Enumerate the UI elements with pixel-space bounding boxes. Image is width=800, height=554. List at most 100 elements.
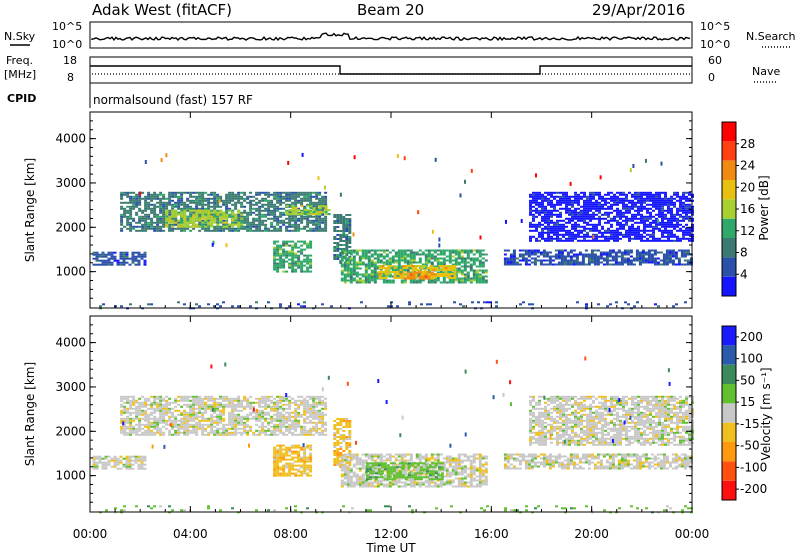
data-cell: [150, 405, 154, 408]
data-cell: [177, 197, 181, 200]
data-cell: [619, 211, 622, 214]
data-cell: [652, 231, 655, 234]
data-cell: [276, 240, 280, 243]
data-cell: [222, 425, 226, 428]
data-cell: [123, 423, 127, 426]
data-cell: [610, 231, 613, 234]
data-cell: [400, 255, 404, 258]
data-cell: [619, 225, 622, 228]
data-cell: [129, 429, 133, 432]
data-cell: [568, 239, 571, 242]
data-cell: [595, 227, 598, 230]
data-cell: [237, 409, 241, 412]
noise-left-tick-top: 10^5: [52, 20, 82, 33]
data-cell: [352, 255, 356, 258]
data-cell: [538, 233, 541, 236]
data-cell: [180, 431, 184, 434]
data-cell: [577, 201, 580, 204]
data-cell: [450, 269, 454, 271]
data-cell: [554, 257, 558, 260]
data-cell: [132, 429, 136, 432]
data-cell: [156, 405, 160, 408]
data-cell: [213, 407, 217, 410]
data-cell: [671, 255, 675, 258]
data-cell: [430, 263, 434, 266]
data-cell: [400, 257, 404, 260]
data-cell: [321, 201, 325, 204]
data-cell: [427, 275, 431, 278]
data-cell: [399, 275, 403, 277]
data-cell: [640, 197, 643, 200]
data-cell: [261, 413, 265, 416]
data-cell: [183, 205, 187, 208]
data-cell: [300, 399, 304, 402]
data-cell: [135, 213, 139, 216]
data-cell: [195, 411, 199, 414]
data-cell: [294, 227, 298, 230]
data-cell: [189, 219, 193, 222]
data-cell: [216, 429, 220, 432]
data-cell: [637, 237, 640, 240]
data-cell: [385, 261, 389, 264]
data-cell: [460, 277, 464, 280]
data-cell: [640, 205, 643, 208]
data-cell: [466, 279, 470, 282]
data-cell: [183, 421, 187, 424]
data-cell: [216, 413, 220, 416]
data-cell: [318, 199, 322, 202]
data-cell: [273, 242, 277, 245]
data-cell: [168, 429, 172, 432]
data-cell: [460, 255, 464, 258]
data-cell: [667, 223, 670, 226]
data-cell: [147, 397, 151, 400]
data-cell: [219, 405, 223, 408]
data-cell: [610, 211, 613, 214]
data-cell: [306, 205, 310, 208]
data-cell: [541, 201, 544, 204]
data-cell: [577, 195, 580, 198]
data-cell: [321, 213, 325, 216]
data-cell: [556, 237, 559, 240]
data-cell: [655, 213, 658, 216]
data-cell: [210, 213, 214, 216]
data-cell: [210, 215, 214, 218]
data-cell: [643, 235, 646, 238]
data-cell: [210, 201, 214, 204]
data-cell: [617, 249, 621, 252]
data-cell: [542, 251, 546, 254]
data-cell: [650, 257, 654, 260]
data-cell: [484, 271, 488, 274]
data-cell: [219, 433, 223, 436]
data-cell: [186, 199, 190, 202]
data-cell: [631, 195, 634, 198]
data-cell: [532, 197, 535, 200]
data-cell: [312, 417, 316, 420]
data-cell: [147, 429, 151, 432]
data-cell: [123, 409, 127, 412]
data-cell: [529, 195, 532, 198]
data-cell: [129, 407, 133, 410]
data-cell: [661, 229, 664, 232]
data-cell: [432, 277, 436, 279]
data-cell: [168, 209, 172, 212]
data-cell: [171, 209, 175, 212]
data-cell: [580, 231, 583, 234]
data-cell: [577, 239, 580, 242]
data-cell: [475, 251, 479, 254]
data-cell: [658, 209, 661, 212]
data-cell: [400, 265, 404, 268]
data-cell: [309, 260, 313, 263]
data-cell: [345, 222, 349, 224]
data-cell: [240, 197, 244, 200]
data-cell: [391, 267, 395, 270]
data-cell: [583, 201, 586, 204]
data-cell: [312, 409, 316, 412]
data-cell: [125, 461, 129, 464]
data-cell: [364, 279, 368, 282]
data-cell: [258, 409, 262, 412]
data-cell: [646, 217, 649, 220]
data-cell: [655, 205, 658, 208]
data-cell: [134, 259, 138, 262]
data-cell: [617, 263, 621, 266]
data-cell: [640, 233, 643, 236]
